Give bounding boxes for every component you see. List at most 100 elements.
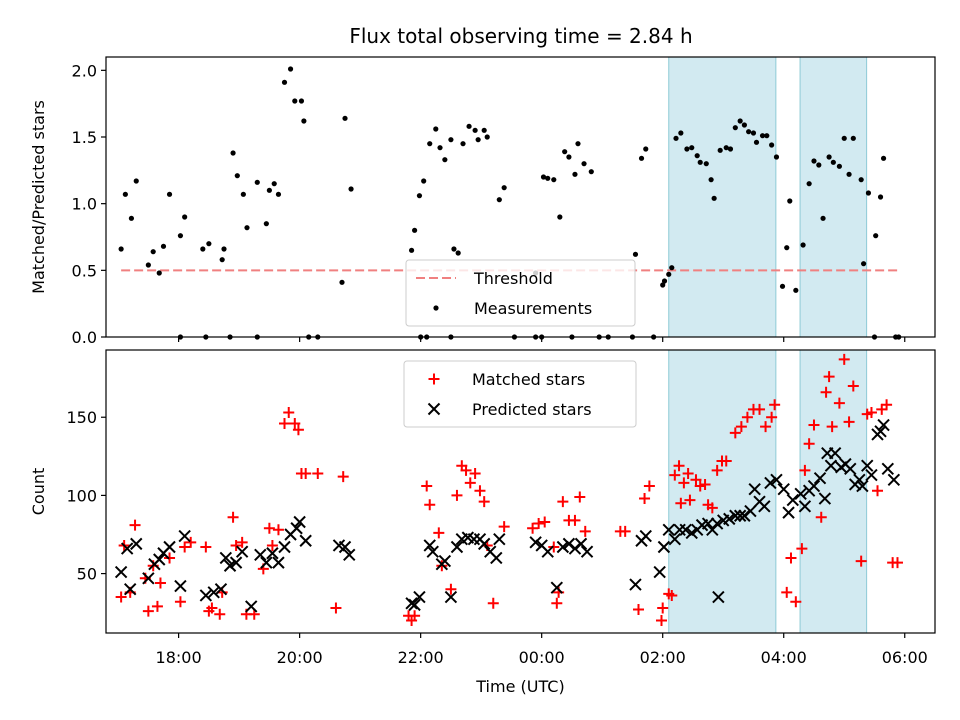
- x-tick-label: 04:00: [761, 648, 807, 667]
- measurements-point: [711, 195, 717, 201]
- predicted-stars-point: [423, 539, 436, 552]
- measurements-point: [177, 233, 184, 239]
- predicted-stars-point: [408, 598, 421, 612]
- matched-stars-point: [330, 602, 342, 614]
- count-y-axis-label: Count: [29, 468, 48, 516]
- measurements-point: [408, 247, 415, 253]
- matched-stars-point: [230, 539, 242, 551]
- predicted-stars-point: [219, 551, 233, 565]
- matched-stars-point: [872, 485, 884, 497]
- predicted-stars-point: [550, 581, 564, 594]
- time-x-axis: 18:00 20:00 22:00 00:00 02:00 04:00 06:00: [156, 633, 928, 667]
- time-x-axis-label: Time (UTC): [475, 677, 564, 696]
- predicted-stars-point: [770, 473, 783, 486]
- predicted-stars-point: [874, 425, 887, 438]
- measurements-point: [750, 130, 757, 136]
- predicted-stars-point: [710, 517, 724, 530]
- matched-stars-point: [569, 514, 581, 526]
- measurements-point: [466, 123, 472, 129]
- matched-stars-point: [865, 407, 877, 419]
- x-tick-label: 06:00: [882, 648, 928, 667]
- predicted-stars-point: [748, 482, 761, 496]
- measurements-point: [689, 145, 695, 151]
- matched-stars-point: [790, 596, 802, 608]
- matched-stars-point: [206, 602, 218, 614]
- legend-label: Threshold: [473, 269, 553, 288]
- measurements-point: [880, 155, 887, 161]
- predicted-stars-point: [207, 586, 220, 599]
- matched-stars-point: [292, 424, 304, 436]
- measurements-point: [496, 197, 502, 203]
- measurements-point: [793, 287, 799, 293]
- measurements-point: [708, 177, 714, 183]
- observing-span: [668, 56, 777, 338]
- legend-swatch: [428, 373, 440, 385]
- measurements-point: [442, 157, 448, 163]
- y-tick-label: 0.0: [72, 328, 97, 347]
- measurements-point: [673, 135, 679, 141]
- ratio-y-axis-label: Matched/Predicted stars: [29, 100, 48, 294]
- measurements-point: [764, 133, 770, 139]
- predicted-stars-point: [821, 446, 834, 460]
- matched-stars-point: [682, 468, 694, 480]
- predicted-stars-point: [733, 509, 747, 522]
- y-tick-label: 1.5: [72, 128, 97, 147]
- predicted-stars-point: [299, 534, 312, 547]
- predicted-stars-point: [529, 536, 542, 549]
- matched-stars-point: [666, 589, 678, 601]
- ratio-y-axis: 0.0 0.5 1.0 1.5 2.0: [72, 61, 106, 347]
- measurements-point: [160, 243, 167, 249]
- predicted-stars-point: [199, 589, 213, 602]
- measurements-point: [475, 137, 481, 143]
- measurements-point: [275, 191, 282, 197]
- matched-stars-point: [129, 519, 141, 531]
- matched-stars-point: [263, 522, 275, 534]
- matched-stars-point: [881, 399, 893, 411]
- measurements-point: [128, 215, 135, 221]
- measurements-point: [501, 185, 507, 191]
- matched-stars-point: [706, 502, 718, 514]
- matched-stars-point: [619, 525, 631, 537]
- matched-stars-point: [643, 480, 655, 492]
- measurements-point: [448, 137, 454, 143]
- predicted-stars-point: [861, 459, 874, 472]
- predicted-stars-point: [541, 545, 554, 558]
- predicted-stars-point: [798, 500, 812, 513]
- measurements-point: [572, 171, 578, 177]
- matched-stars-point: [639, 493, 651, 505]
- measurements-point: [806, 181, 812, 187]
- measurements-point: [858, 177, 864, 183]
- predicted-stars-point: [293, 515, 306, 529]
- matched-stars-point: [803, 438, 815, 450]
- predicted-stars-point: [824, 459, 838, 472]
- matched-stars-point: [729, 427, 741, 439]
- measurements-point: [632, 251, 639, 257]
- matched-stars-point: [891, 557, 903, 569]
- predicted-stars-point: [580, 545, 594, 558]
- measurements-point: [643, 146, 649, 152]
- matched-stars-point: [741, 411, 753, 423]
- measurements-point: [348, 186, 354, 192]
- matched-stars-point: [574, 491, 586, 503]
- measurements-point: [145, 262, 151, 268]
- matched-stars-point: [214, 608, 226, 620]
- measurements-point: [122, 191, 128, 197]
- matched-stars-point: [478, 496, 490, 508]
- predicted-stars-point: [477, 537, 491, 551]
- matched-stars-point: [781, 586, 793, 598]
- matched-stars-point: [266, 539, 278, 551]
- measurements-point: [437, 145, 443, 151]
- matched-stars-point: [539, 516, 551, 528]
- matched-stars-point: [451, 489, 463, 501]
- measurements-point: [133, 178, 139, 184]
- measurements-point: [118, 246, 124, 252]
- legend-label: Matched stars: [472, 370, 585, 389]
- ratio-legend: Threshold Measurements: [405, 259, 636, 327]
- matched-stars-point: [657, 602, 669, 614]
- matched-stars-point: [236, 536, 248, 548]
- measurements-point: [753, 139, 760, 145]
- measurements-point: [830, 159, 836, 165]
- matched-stars-point: [673, 460, 685, 472]
- measurements-point: [816, 162, 822, 168]
- chart-title: Flux total observing time = 2.84 h: [349, 24, 692, 48]
